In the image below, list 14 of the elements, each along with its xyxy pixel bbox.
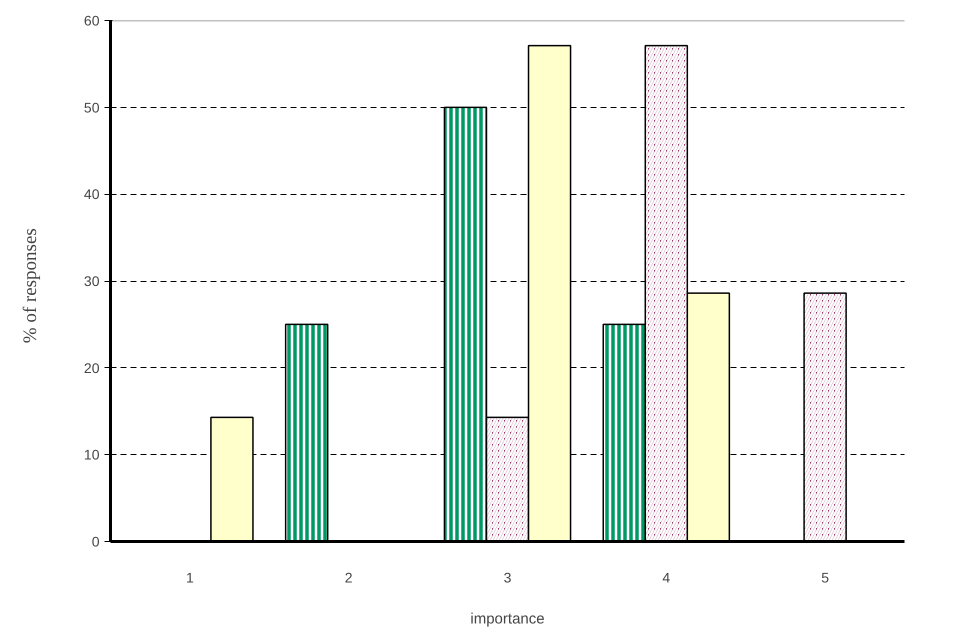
x-tick-label: 4 xyxy=(662,570,670,586)
y-axis-title: % of responses xyxy=(20,228,41,344)
y-tick-label: 20 xyxy=(84,360,100,376)
y-tick-label: 10 xyxy=(84,446,100,463)
y-tick-label: 0 xyxy=(92,534,100,550)
x-tick-label: 3 xyxy=(504,570,512,586)
y-tick-label: 30 xyxy=(84,273,100,289)
x-tick-label: 1 xyxy=(186,570,194,586)
x-axis-title: importance xyxy=(470,610,545,628)
x-tick-label: 5 xyxy=(821,570,830,586)
y-tick-label: 40 xyxy=(84,186,100,202)
y-tick-label: 50 xyxy=(84,99,100,116)
x-tick-label: 2 xyxy=(344,570,353,586)
y-tick-label: 60 xyxy=(84,12,100,28)
